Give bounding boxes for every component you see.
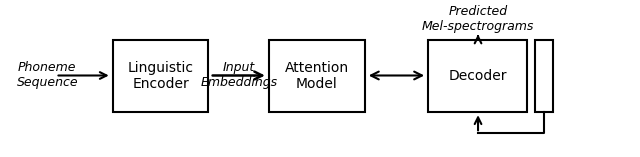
Bar	[428, 40, 527, 112]
Bar	[536, 40, 553, 112]
Bar	[113, 40, 209, 112]
Bar	[269, 40, 365, 112]
Text: Phoneme
Sequence: Phoneme Sequence	[17, 62, 79, 89]
Text: Predicted
Mel-spectrograms: Predicted Mel-spectrograms	[422, 5, 534, 33]
Text: Input
Embeddings: Input Embeddings	[200, 62, 278, 89]
Text: Linguistic
Encoder: Linguistic Encoder	[128, 61, 194, 91]
Text: Attention
Model: Attention Model	[285, 61, 349, 91]
Text: Decoder: Decoder	[449, 69, 507, 83]
